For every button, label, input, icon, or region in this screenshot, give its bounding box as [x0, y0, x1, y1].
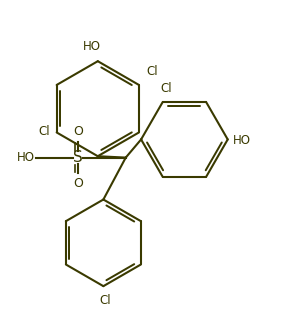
Text: Cl: Cl	[146, 65, 158, 78]
Text: Cl: Cl	[160, 82, 172, 95]
Text: HO: HO	[233, 134, 251, 147]
Text: HO: HO	[17, 151, 35, 164]
Text: Cl: Cl	[38, 125, 50, 138]
Text: S: S	[73, 150, 83, 165]
Text: HO: HO	[83, 40, 101, 53]
Text: Cl: Cl	[99, 294, 111, 307]
Text: O: O	[73, 177, 83, 190]
Text: O: O	[73, 125, 83, 138]
